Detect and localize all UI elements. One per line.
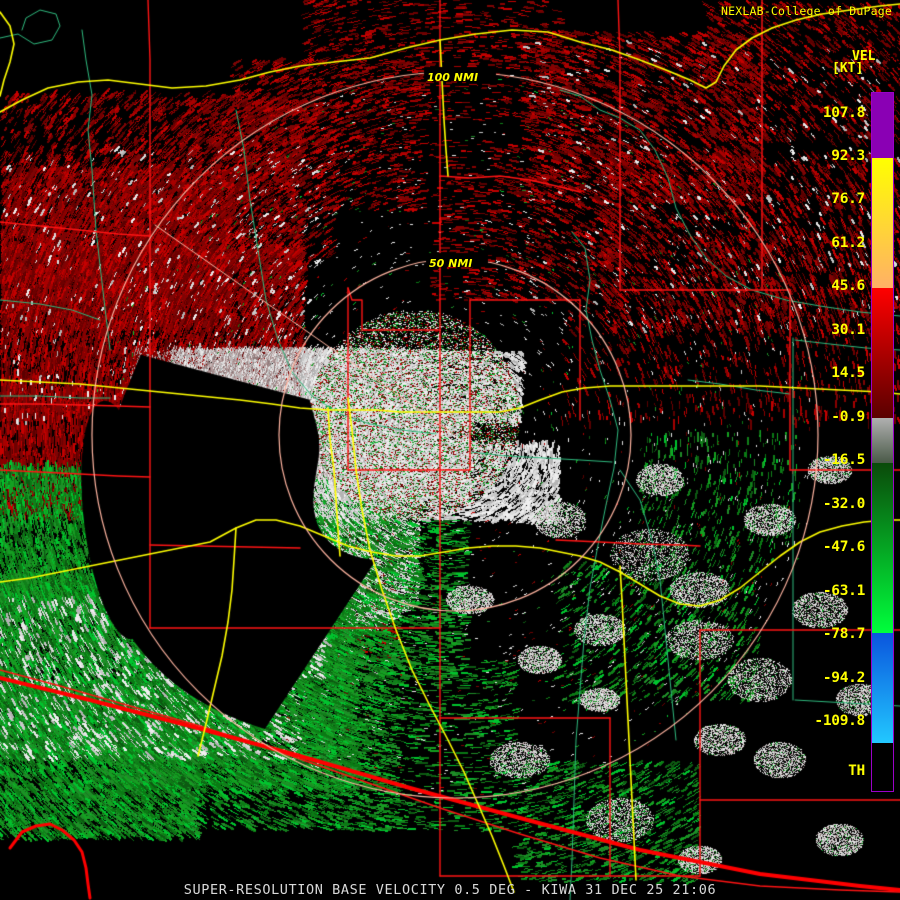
colorbar-tick-10: -47.6: [822, 539, 865, 555]
colorbar-segment-yellow-orange: [872, 158, 893, 288]
colorbar-tick-3: 61.2: [831, 235, 865, 251]
colorbar-segment-red-darkred: [872, 288, 893, 418]
colorbar-tick-15: TH: [848, 763, 865, 779]
colorbar-segment-threshold: [872, 743, 893, 791]
velocity-colorbar[interactable]: [871, 92, 894, 792]
colorbar-tick-14: -109.8: [814, 713, 865, 729]
colorbar-tick-0: 107.8: [822, 105, 865, 121]
range-ring-label-100nmi: 100 NMI: [427, 71, 479, 84]
colorbar-segment-gray-ramp: [872, 418, 893, 463]
colorbar-tick-5: 30.1: [831, 322, 865, 338]
colorbar-tick-9: -32.0: [822, 496, 865, 512]
colorbar-segment-blue-ramp: [872, 633, 893, 743]
colorbar-tick-1: 92.3: [831, 148, 865, 164]
colorbar-tick-8: -16.5: [822, 452, 865, 468]
range-ring-label-50nmi: 50 NMI: [429, 257, 473, 270]
colorbar-tick-4: 45.6: [831, 278, 865, 294]
colorbar-tick-12: -78.7: [822, 626, 865, 642]
colorbar-tick-6: 14.5: [831, 365, 865, 381]
colorbar-segment-purple-high: [872, 93, 893, 158]
colorbar-tick-2: 76.7: [831, 191, 865, 207]
colorbar-tick-13: -94.2: [822, 670, 865, 686]
provider-credit: NEXLAB-College of DuPage: [721, 4, 892, 18]
colorbar-units: [KT]: [832, 61, 864, 76]
colorbar-title: VEL: [852, 49, 876, 64]
colorbar-segment-green-ramp: [872, 463, 893, 633]
status-bar: SUPER-RESOLUTION BASE VELOCITY 0.5 DEG -…: [183, 882, 717, 898]
colorbar-tick-11: -63.1: [822, 583, 865, 599]
colorbar-tick-7: -0.9: [831, 409, 865, 425]
